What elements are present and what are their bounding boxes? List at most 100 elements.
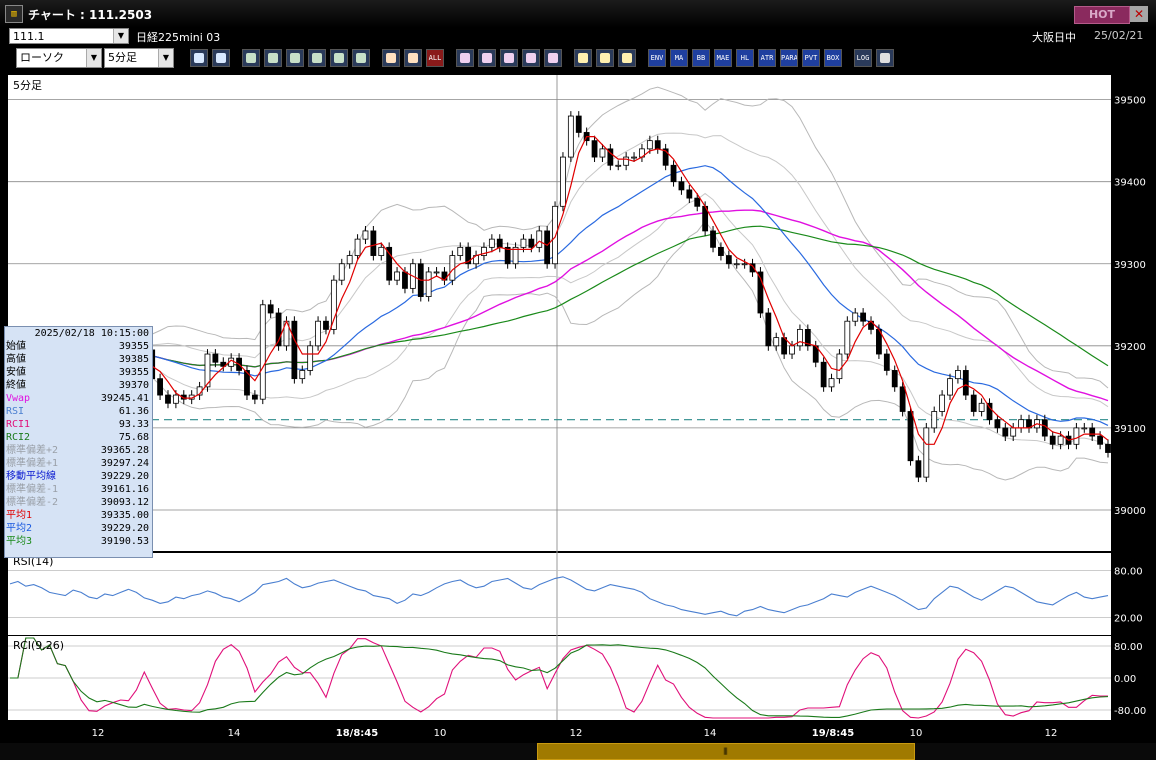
- pattern-icon[interactable]: [574, 49, 592, 67]
- chevron-down-icon[interactable]: ▼: [86, 49, 101, 67]
- toolbar-para-button[interactable]: PARA: [780, 49, 798, 67]
- trash-icon[interactable]: [352, 49, 370, 67]
- candlestick: [852, 312, 859, 322]
- candlestick: [251, 394, 258, 400]
- info-label: 平均2: [6, 523, 33, 534]
- toolbar-all-button[interactable]: ALL: [426, 49, 444, 67]
- candlestick: [165, 394, 171, 404]
- cursor-icon[interactable]: [286, 49, 304, 67]
- line-tool-icon[interactable]: [264, 49, 282, 67]
- chevron-down-icon[interactable]: ▼: [158, 49, 173, 67]
- rsi-panel-label: RSI(14): [13, 555, 53, 568]
- candlestick: [939, 394, 946, 412]
- info-row: 標準偏差-1 39161.16: [5, 483, 152, 496]
- rci-tick-label: -80.00: [1114, 706, 1146, 717]
- info-value: 39355: [118, 341, 149, 352]
- y-tick-label: 39000: [1114, 506, 1146, 517]
- candlestick: [962, 370, 969, 396]
- candle-alt-icon[interactable]: [404, 49, 422, 67]
- toolbar-env-button[interactable]: ENV: [648, 49, 666, 67]
- list-icon[interactable]: [330, 49, 348, 67]
- candlestick: [923, 427, 930, 478]
- info-row: 平均1 39335.00: [5, 509, 152, 522]
- x-tick-label: 14: [704, 728, 717, 739]
- rsi-line: [9, 576, 1109, 617]
- info-row: RCI1 93.33: [5, 418, 152, 431]
- crosshair-icon[interactable]: [456, 49, 474, 67]
- info-label: RCI2: [6, 432, 31, 443]
- toolbar-atr-button[interactable]: ATR: [758, 49, 776, 67]
- undo-icon[interactable]: [308, 49, 326, 67]
- chart-area[interactable]: 39500 39400 39300 39200 39100 39000 80.00 20.0…: [0, 72, 1156, 743]
- candlestick: [323, 320, 329, 330]
- interval-select[interactable]: 5分足 ▼: [104, 48, 174, 68]
- candlestick: [1002, 427, 1009, 437]
- bar-chart-icon[interactable]: [500, 49, 518, 67]
- zoom-icon[interactable]: [478, 49, 496, 67]
- info-row: 標準偏差+1 39297.24: [5, 457, 152, 470]
- candlestick: [338, 263, 345, 281]
- candlestick: [299, 370, 306, 380]
- candlestick: [607, 148, 614, 166]
- window-icon[interactable]: [876, 49, 894, 67]
- close-icon[interactable]: ✕: [1130, 6, 1148, 22]
- search-icon[interactable]: [190, 49, 208, 67]
- y-tick-label: 39400: [1114, 178, 1146, 189]
- toolbar-mae-button[interactable]: MAE: [714, 49, 732, 67]
- toolbar-bb-button[interactable]: BB: [692, 49, 710, 67]
- candlestick: [346, 255, 353, 265]
- candlestick: [733, 263, 740, 266]
- x-tick-label: 10: [434, 728, 447, 739]
- candlestick: [994, 419, 1001, 429]
- candlestick: [378, 246, 385, 256]
- info-row: 平均3 39190.53: [5, 535, 152, 548]
- candlestick: [694, 197, 701, 207]
- info-row: RCI2 75.68: [5, 431, 152, 444]
- info-row: 平均2 39229.20: [5, 522, 152, 535]
- candlestick: [394, 271, 400, 281]
- candlestick: [591, 140, 598, 158]
- rci-panel-label: RCI(9,26): [13, 639, 64, 652]
- pen-icon[interactable]: [242, 49, 260, 67]
- candle-icon[interactable]: [382, 49, 400, 67]
- toolbar-pvt-button[interactable]: PVT: [802, 49, 820, 67]
- info-label: 標準偏差-1: [6, 484, 59, 495]
- y-tick-label: 39200: [1114, 342, 1146, 353]
- toolbar-ma-button[interactable]: MA: [670, 49, 688, 67]
- info-row: 移動平均線 39229.20: [5, 470, 152, 483]
- candlestick: [1010, 427, 1017, 437]
- toolbar-box-button[interactable]: BOX: [824, 49, 842, 67]
- candlestick: [1081, 427, 1088, 430]
- scroll-grip-icon[interactable]: |||: [722, 747, 728, 755]
- bollinger-lower-1: [10, 192, 1109, 447]
- candlestick: [947, 378, 953, 396]
- candlestick: [457, 246, 464, 256]
- info-datetime: 2025/02/18 10:15:00: [34, 328, 149, 339]
- scale-icon[interactable]: [544, 49, 562, 67]
- candlestick: [718, 246, 724, 256]
- hot-button[interactable]: HOT: [1074, 6, 1130, 24]
- x-tick-label: 18/8:45: [336, 728, 378, 739]
- candlestick: [1057, 435, 1064, 445]
- candlestick: [741, 263, 748, 266]
- info-label: 平均3: [6, 536, 33, 547]
- wrench-icon[interactable]: [596, 49, 614, 67]
- signal-icon[interactable]: [522, 49, 540, 67]
- candlestick: [1018, 419, 1025, 429]
- candlestick: [291, 320, 298, 380]
- layout-icon[interactable]: [212, 49, 230, 67]
- toolbar-hl-button[interactable]: HL: [736, 49, 754, 67]
- candlestick: [425, 271, 432, 297]
- color-icon[interactable]: [618, 49, 636, 67]
- x-tick-label: 10: [910, 728, 923, 739]
- candlestick: [828, 378, 835, 388]
- candlestick: [362, 230, 369, 240]
- toolbar-log-button[interactable]: LOG: [854, 49, 872, 67]
- chevron-down-icon[interactable]: ▼: [113, 29, 128, 43]
- chart-type-select[interactable]: ローソク ▼: [16, 48, 102, 68]
- code-select[interactable]: 111.1 ▼: [9, 28, 129, 44]
- main-panel-bg: [8, 75, 1111, 551]
- candlestick: [275, 312, 282, 347]
- y-tick-label: 39100: [1114, 424, 1146, 435]
- candlestick: [220, 361, 227, 367]
